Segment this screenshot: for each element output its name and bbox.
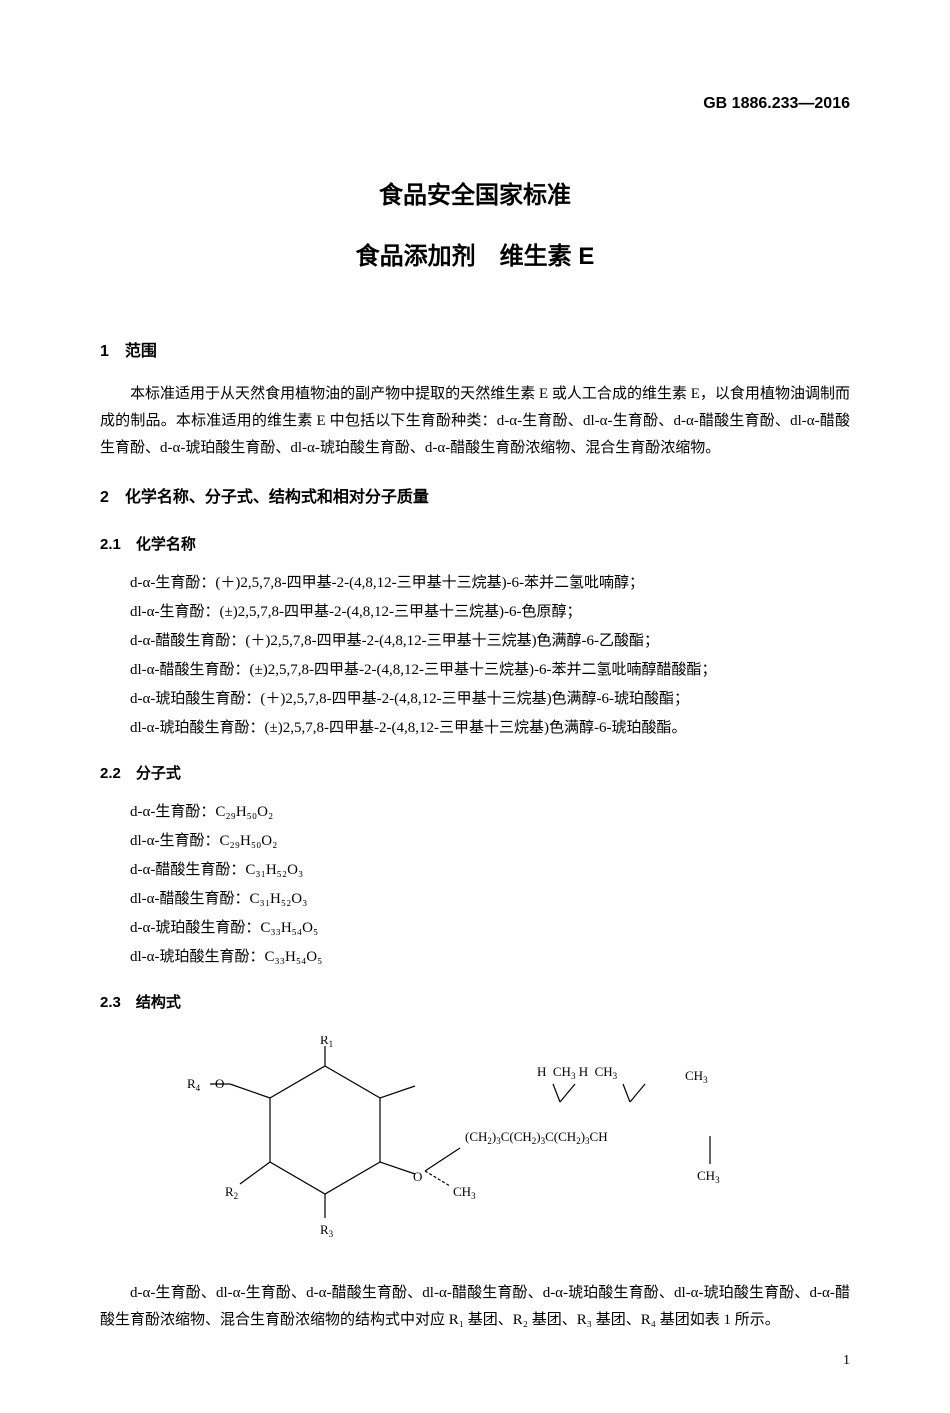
page-number: 1 bbox=[100, 1348, 850, 1373]
section-2-2-heading: 2.2 分子式 bbox=[100, 760, 850, 787]
formula-line: d-α-生育酚：C₂₉H₅₀O₂ bbox=[100, 799, 850, 826]
formula-name: d-α-琥珀酸生育酚 bbox=[130, 920, 245, 936]
structure-diagram: R1 R4 O R2 R3 O CH3 (CH2)3C(CH2)3C(CH2)3… bbox=[100, 1036, 850, 1256]
section-1-body: 本标准适用于从天然食用植物油的副产物中提取的天然维生素 E 或人工合成的维生素 … bbox=[100, 381, 850, 462]
section-2-heading: 2 化学名称、分子式、结构式和相对分子质量 bbox=[100, 484, 850, 513]
formula-value: C₃₃H₅₄O₅ bbox=[265, 949, 323, 965]
formula-line: d-α-醋酸生育酚：C₃₁H₅₂O₃ bbox=[100, 857, 850, 884]
formula-line: d-α-琥珀酸生育酚：C₃₃H₅₄O₅ bbox=[100, 915, 850, 942]
title-main: 食品安全国家标准 bbox=[100, 174, 850, 217]
formula-name: dl-α-琥珀酸生育酚 bbox=[130, 949, 250, 965]
chem-name-line: d-α-生育酚：(＋)2,5,7,8-四甲基-2-(4,8,12-三甲基十三烷基… bbox=[100, 570, 850, 597]
formula-value: C₃₁H₅₂O₃ bbox=[245, 862, 303, 878]
chem-name-line: d-α-琥珀酸生育酚：(＋)2,5,7,8-四甲基-2-(4,8,12-三甲基十… bbox=[100, 686, 850, 713]
label-ch3-near: CH3 bbox=[453, 1184, 476, 1201]
formula-value: C₂₉H₅₀O₂ bbox=[215, 804, 273, 820]
chem-name-line: d-α-醋酸生育酚：(＋)2,5,7,8-四甲基-2-(4,8,12-三甲基十三… bbox=[100, 628, 850, 655]
formula-line: dl-α-琥珀酸生育酚：C₃₃H₅₄O₅ bbox=[100, 944, 850, 971]
label-chain-top: H CH3 H CH3 bbox=[537, 1064, 618, 1081]
formula-name: dl-α-生育酚 bbox=[130, 833, 205, 849]
standard-code: GB 1886.233—2016 bbox=[100, 90, 850, 119]
section-2-1-heading: 2.1 化学名称 bbox=[100, 531, 850, 558]
label-ch3-endtop: CH3 bbox=[685, 1068, 708, 1085]
structure-svg: R1 R4 O R2 R3 O CH3 (CH2)3C(CH2)3C(CH2)3… bbox=[165, 1036, 785, 1256]
label-o-right: O bbox=[413, 1169, 422, 1184]
formula-line: dl-α-醋酸生育酚：C₃₁H₅₂O₃ bbox=[100, 886, 850, 913]
label-ch3-endbot: CH3 bbox=[697, 1168, 720, 1185]
chem-name-line: dl-α-醋酸生育酚：(±)2,5,7,8-四甲基-2-(4,8,12-三甲基十… bbox=[100, 657, 850, 684]
label-r3: R3 bbox=[320, 1222, 334, 1239]
formula-value: C₃₃H₅₄O₅ bbox=[260, 920, 318, 936]
formula-value: C₂₉H₅₀O₂ bbox=[220, 833, 278, 849]
label-chain: (CH2)3C(CH2)3C(CH2)3CH bbox=[465, 1129, 608, 1146]
chem-name-line: dl-α-生育酚：(±)2,5,7,8-四甲基-2-(4,8,12-三甲基十三烷… bbox=[100, 599, 850, 626]
formula-value: C₃₁H₅₂O₃ bbox=[250, 891, 308, 907]
label-r1: R1 bbox=[320, 1036, 333, 1049]
section-2-3-body: d-α-生育酚、dl-α-生育酚、d-α-醋酸生育酚、dl-α-醋酸生育酚、d-… bbox=[100, 1280, 850, 1334]
label-r2: R2 bbox=[225, 1184, 238, 1201]
label-r4: R4 bbox=[187, 1076, 201, 1093]
formula-name: dl-α-醋酸生育酚 bbox=[130, 891, 235, 907]
section-1-heading: 1 范围 bbox=[100, 338, 850, 367]
formula-line: dl-α-生育酚：C₂₉H₅₀O₂ bbox=[100, 828, 850, 855]
label-o-left: O bbox=[215, 1076, 224, 1091]
formula-name: d-α-醋酸生育酚 bbox=[130, 862, 230, 878]
chem-name-line: dl-α-琥珀酸生育酚：(±)2,5,7,8-四甲基-2-(4,8,12-三甲基… bbox=[100, 715, 850, 742]
section-2-3-heading: 2.3 结构式 bbox=[100, 989, 850, 1016]
title-sub: 食品添加剂 维生素 E bbox=[100, 235, 850, 278]
formula-name: d-α-生育酚 bbox=[130, 804, 200, 820]
